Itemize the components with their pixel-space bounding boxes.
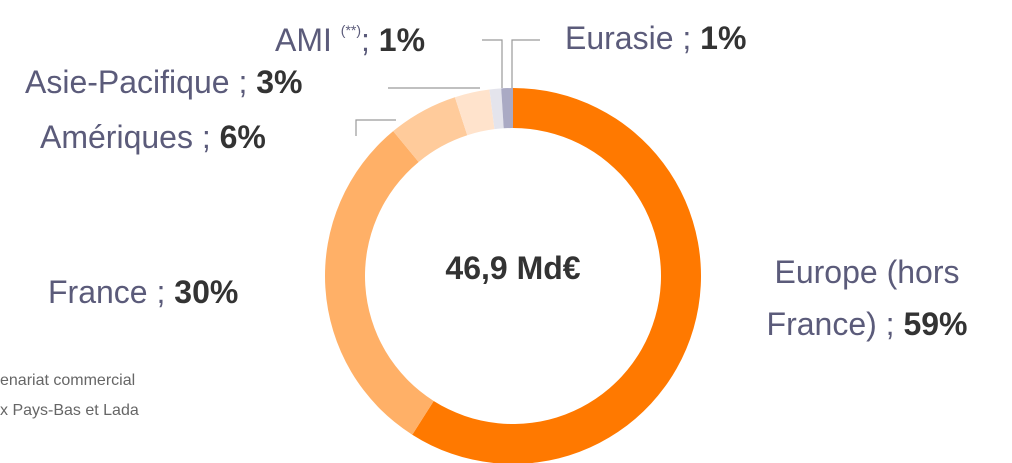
leader-line bbox=[355, 119, 396, 136]
separator: ; bbox=[876, 306, 904, 342]
donut-slice bbox=[454, 89, 495, 136]
separator: ; bbox=[147, 274, 175, 310]
slice-label: Eurasie ; 1% bbox=[565, 12, 746, 64]
donut-slice bbox=[489, 88, 504, 130]
category-name: Asie-Pacifique bbox=[25, 64, 230, 100]
separator: ; bbox=[192, 119, 220, 155]
leader-line bbox=[482, 39, 503, 88]
footnote: enariat commercial bbox=[0, 372, 136, 389]
category-name: AMI bbox=[275, 22, 332, 58]
slice-label: Amériques ; 6% bbox=[40, 111, 266, 163]
value-label: 1% bbox=[700, 20, 747, 56]
value-label: 59% bbox=[903, 306, 968, 342]
value-label: 3% bbox=[256, 64, 303, 100]
category-name: Eurasie bbox=[565, 20, 674, 56]
donut-slice bbox=[412, 88, 701, 463]
footnote: x Pays-Bas et Lada bbox=[0, 402, 139, 419]
value-label: 30% bbox=[174, 274, 239, 310]
slice-label: France ; 30% bbox=[48, 266, 238, 318]
center-label: 46,9 Md€ bbox=[445, 250, 581, 286]
separator: ; bbox=[229, 64, 257, 100]
leader-line bbox=[511, 39, 540, 88]
separator: ; bbox=[673, 20, 701, 56]
value-label: 6% bbox=[219, 119, 266, 155]
value-label: 1% bbox=[378, 22, 426, 58]
category-name: Amériques bbox=[40, 119, 193, 155]
donut-slice bbox=[393, 97, 468, 162]
category-note: (**) bbox=[340, 22, 362, 38]
category-name: Europe (hors France) bbox=[766, 254, 960, 342]
category-name: France bbox=[48, 274, 148, 310]
slice-label: AMI (**); 1% bbox=[275, 4, 425, 66]
donut-slice bbox=[501, 88, 513, 129]
slice-label: Europe (hors France) ; 59% bbox=[742, 246, 992, 350]
donut-slice bbox=[325, 131, 434, 435]
slice-label: Asie-Pacifique ; 3% bbox=[25, 56, 302, 108]
separator: ; bbox=[361, 22, 379, 58]
